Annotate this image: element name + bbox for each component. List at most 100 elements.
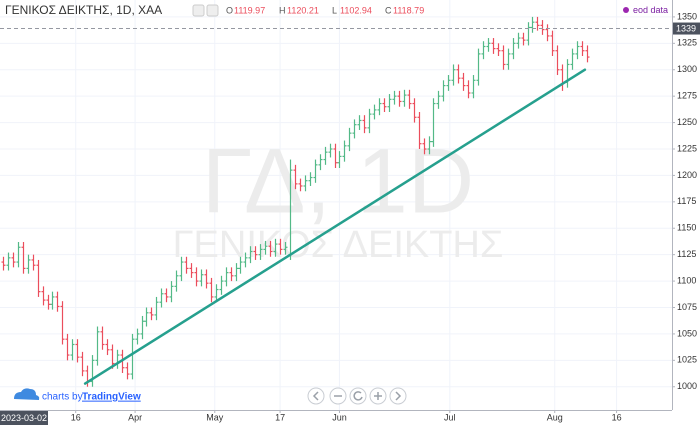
x-tick-label: Aug: [547, 412, 563, 422]
x-tick-label: 16: [71, 412, 81, 422]
ohlc-bar: [184, 256, 189, 274]
legend-key: C: [385, 5, 392, 15]
ohlc-bar: [456, 64, 461, 84]
ohlc-bar: [422, 138, 427, 155]
ohlc-bar: [31, 254, 36, 271]
ohlc-bar: [224, 267, 229, 287]
ohlc-bar: [234, 263, 239, 282]
x-tick-label: 16: [612, 412, 622, 422]
crosshair-date-box: [0, 411, 48, 425]
ohlc-bar: [174, 270, 179, 292]
y-tick-label: 1350: [677, 11, 697, 21]
ohlc-bar: [298, 178, 303, 192]
ohlc-bar: [347, 127, 352, 152]
ohlc-bar: [441, 80, 446, 102]
ohlc-bar: [446, 75, 451, 91]
ohlc-bar: [55, 291, 60, 312]
ohlc-bar: [491, 38, 496, 54]
ohlc-bar: [140, 315, 145, 340]
ohlc-bar: [149, 307, 154, 321]
ohlc-bar: [75, 339, 80, 363]
ohlc-bar: [545, 24, 550, 42]
ohlc-bar: [46, 294, 51, 310]
ohlc-bar: [362, 115, 367, 134]
ohlc-bar: [451, 64, 456, 86]
ohlc-bar: [318, 154, 323, 171]
y-tick-label: 1050: [677, 328, 697, 338]
ohlc-bar: [342, 140, 347, 162]
credit-brand[interactable]: TradingView: [82, 392, 141, 403]
ohlc-bar: [540, 20, 545, 35]
ohlc-bar: [293, 164, 298, 190]
ohlc-bar: [154, 296, 159, 321]
scroll-left-button[interactable]: [307, 387, 325, 405]
y-tick-label: 1275: [677, 91, 697, 101]
crosshair-price-box: [673, 22, 700, 35]
ohlc-bar: [6, 252, 11, 271]
ohlc-bar: [60, 301, 65, 345]
ohlc-bar: [26, 254, 31, 274]
x-tick-label: Apr: [128, 412, 142, 422]
ohlc-bar: [303, 175, 308, 192]
ohlc-bar: [526, 22, 531, 46]
ohlc-bar: [521, 32, 526, 46]
ohlc-bar: [501, 45, 506, 70]
y-tick-label: 1125: [677, 249, 696, 259]
axes: 1000 1025 1050 1075 1100 1125 1150 1175 1200 1225…: [0, 11, 700, 425]
ohlc-bar: [248, 246, 253, 264]
zoom-in-button[interactable]: [369, 387, 387, 405]
x-tick-label: Jul: [444, 412, 456, 422]
legend-value: 1120.21: [287, 5, 319, 15]
ohlc-bar: [550, 30, 555, 57]
ohlc-bar: [278, 238, 283, 255]
zoom-out-button[interactable]: [329, 387, 347, 405]
ohlc-bar: [95, 326, 100, 366]
ohlc-bar: [333, 143, 338, 169]
ohlc-bar: [209, 277, 214, 303]
ohlc-bar: [80, 351, 85, 377]
trend-line: [83, 68, 587, 385]
ohlc-bar: [461, 72, 466, 91]
settings-icon[interactable]: [192, 4, 205, 17]
ohlc-bar: [179, 256, 184, 282]
ohlc-bar: [367, 108, 372, 134]
watermark-name: ΓΕΝΙΚΟΣ ΔΕΙΚΤΗΣ: [173, 224, 504, 266]
ohlc-bar: [471, 75, 476, 99]
y-tick-label: 1000: [677, 381, 697, 391]
y-tick-label: 1025: [677, 355, 697, 365]
y-tick-label: 1075: [677, 302, 697, 312]
legend-key: H: [279, 5, 286, 15]
y-tick-label: 1175: [677, 196, 696, 206]
reset-button[interactable]: [349, 387, 367, 405]
ohlc-bar: [412, 98, 417, 123]
ohlc-bar: [21, 241, 26, 274]
credit-text: charts by: [42, 392, 83, 403]
ohlc-bar: [16, 241, 21, 268]
scroll-right-button[interactable]: [389, 387, 407, 405]
ohlc-bar: [144, 307, 149, 327]
ohlc-bar: [238, 256, 243, 274]
ohlc-bar: [535, 16, 540, 31]
ohlc-bar: [283, 241, 288, 255]
ohlc-bar: [427, 136, 432, 155]
ohlc-bar: [110, 344, 115, 369]
ohlc-bar: [219, 275, 224, 295]
ohlc-bar: [130, 333, 135, 380]
x-tick-label: May: [206, 412, 224, 422]
hide-icon[interactable]: [206, 4, 219, 17]
source-label: eod data: [633, 5, 668, 15]
tradingview-logo: [14, 388, 40, 400]
ohlc-bar: [575, 41, 580, 60]
ohlc-bar: [431, 98, 436, 147]
ohlc-bar: [70, 339, 75, 361]
ohlc-bar: [313, 159, 318, 183]
ohlc-bar: [90, 355, 95, 387]
ohlc-bar: [199, 269, 204, 287]
y-tick-label: 1100: [677, 275, 696, 285]
chart-title: ΓΕΝΙΚΟΣ ΔΕΙΚΤΗΣ, 1D, ΧΑΑ: [5, 3, 162, 17]
ohlc-bar: [436, 90, 441, 109]
x-tick-label: 17: [275, 412, 285, 422]
ohlc-bar: [323, 146, 328, 165]
ohlc-bar: [476, 48, 481, 86]
ohlc-bar: [169, 281, 174, 303]
